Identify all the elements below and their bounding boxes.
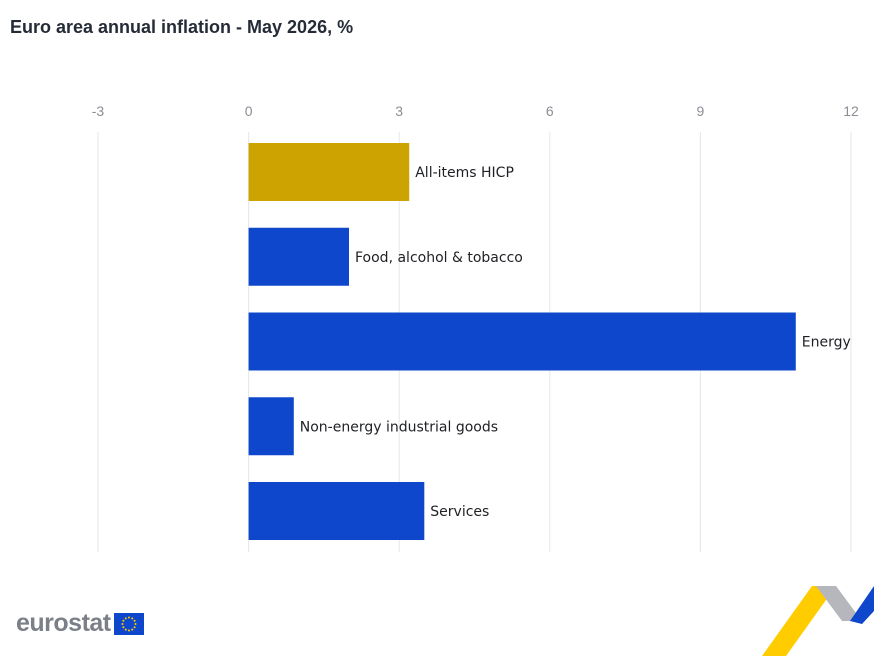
bar-label: Non-energy industrial goods [300,419,498,435]
bars [248,143,796,540]
corner-decoration [762,586,874,656]
x-tick-label: 0 [245,103,253,119]
eu-flag-icon [113,612,144,635]
chart-title: Euro area annual inflation - May 2026, % [10,17,354,37]
x-tick-label: -3 [92,103,105,119]
x-axis-ticks: -3 0 3 6 9 12 [92,103,859,119]
bar [248,482,425,540]
x-tick-label: 3 [395,103,403,119]
bar-label: Energy [802,335,851,351]
logo-text: eurostat [16,609,111,637]
x-tick-label: 12 [843,103,859,119]
inflation-bar-chart: -3 0 3 6 9 12 All-items HICP Food, alcohol & t… [92,103,859,552]
eurostat-logo: eurostat [16,609,144,638]
bar-labels: All-items HICP Food, alcohol & tobacco Ene… [300,165,851,520]
x-tick-label: 6 [546,103,554,119]
x-tick-label: 9 [697,103,705,119]
bar [248,227,349,286]
bar-label: Food, alcohol & tobacco [355,250,523,266]
bar [248,143,410,201]
bar-label: Services [430,504,489,520]
bar [248,397,294,456]
bar-label: All-items HICP [415,165,514,181]
bar [248,312,796,371]
